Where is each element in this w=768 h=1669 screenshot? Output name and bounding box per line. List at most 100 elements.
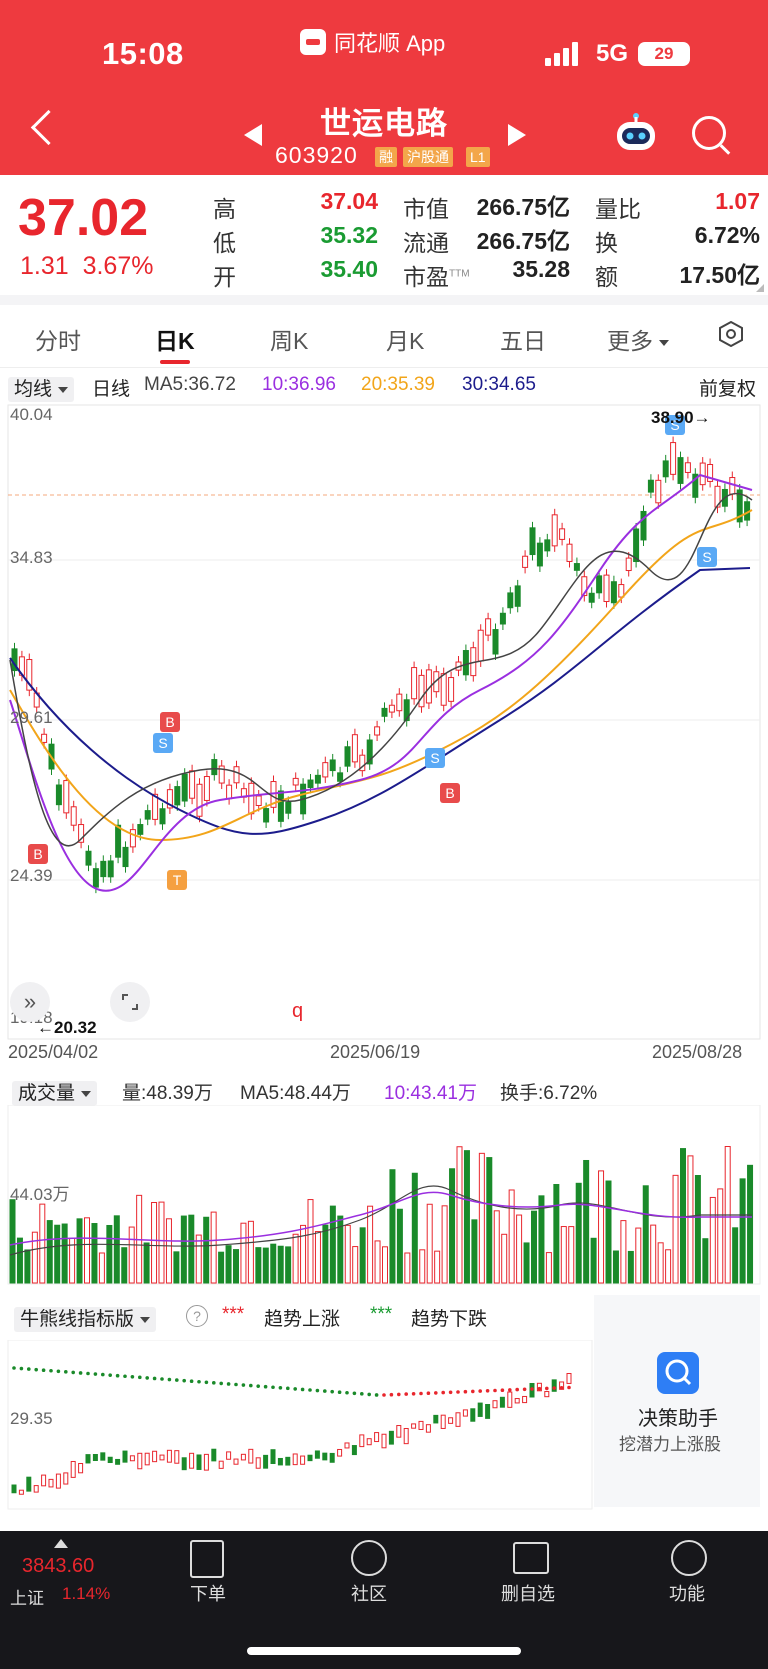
expand-corner-icon[interactable] <box>756 284 764 292</box>
decision-assistant-icon <box>657 1352 699 1394</box>
trend-dot <box>559 1386 564 1390</box>
prev-stock-icon[interactable] <box>244 124 262 146</box>
trend-dot <box>567 1385 571 1390</box>
nav-community[interactable]: 社区 <box>351 1584 387 1604</box>
fullscreen-icon[interactable] <box>110 982 150 1022</box>
signal-buy-1[interactable]: B <box>160 712 180 732</box>
candle <box>329 759 336 772</box>
candle <box>107 860 114 878</box>
volume-bar <box>46 1220 53 1284</box>
candle <box>344 746 351 767</box>
trend-dot <box>123 1374 127 1379</box>
signal-sell-2[interactable]: S <box>425 748 445 768</box>
volume-bar <box>277 1245 284 1284</box>
signal-t-1[interactable]: T <box>167 870 187 890</box>
robot-assistant-icon[interactable] <box>614 113 658 153</box>
volume-ma5: MA5:48.44万 <box>240 1083 351 1104</box>
tab-more[interactable]: 更多 <box>607 322 669 356</box>
trend-dot <box>448 1390 453 1395</box>
bull-bear-chart[interactable] <box>0 1340 600 1510</box>
order-icon[interactable] <box>190 1540 224 1578</box>
trend-dot <box>93 1372 98 1376</box>
volume-bar <box>262 1247 269 1284</box>
trend-dot <box>34 1367 38 1372</box>
indicator-candle <box>48 1478 54 1488</box>
volume-bar <box>516 1214 523 1284</box>
date-start: 2025/04/02 <box>8 1042 99 1062</box>
trend-dot <box>337 1390 342 1394</box>
candle <box>588 592 595 603</box>
period-label: 日线 <box>92 379 131 400</box>
chevron-down-icon <box>81 1090 92 1097</box>
trend-dot <box>189 1379 194 1383</box>
scroll-right-icon[interactable]: » <box>10 982 50 1022</box>
candle <box>603 574 610 603</box>
indicator-candle <box>233 1458 239 1465</box>
volume-bar <box>76 1218 83 1284</box>
search-icon[interactable] <box>692 116 726 150</box>
trend-dot <box>426 1391 431 1395</box>
index-value[interactable]: 3843.60 <box>22 1555 95 1577</box>
candle <box>492 629 499 655</box>
volume-bar <box>165 1218 172 1284</box>
volume-bar <box>508 1189 515 1284</box>
trend-dot <box>145 1376 149 1380</box>
remove-watchlist-icon[interactable] <box>513 1542 549 1574</box>
nav-function[interactable]: 功能 <box>669 1584 705 1604</box>
indicator-candle <box>26 1476 32 1492</box>
volume-bar <box>523 1242 530 1284</box>
function-icon[interactable] <box>671 1540 707 1576</box>
indicator-candle <box>374 1432 380 1443</box>
tab-intraday[interactable]: 分时 <box>35 328 81 354</box>
volume-bar <box>255 1247 262 1284</box>
indicator-selector[interactable]: 牛熊线指标版 <box>14 1304 157 1332</box>
decision-assistant-panel[interactable] <box>594 1295 760 1507</box>
tab-weekly-k[interactable]: 周K <box>270 328 309 354</box>
signal-buy-3[interactable]: B <box>28 844 48 864</box>
trend-dot <box>367 1392 372 1397</box>
trend-dot <box>552 1386 556 1390</box>
volume-bar <box>687 1155 694 1284</box>
indicator-candle <box>18 1489 24 1495</box>
volume-bar <box>434 1250 441 1284</box>
tab-daily-k[interactable]: 日K <box>155 328 195 354</box>
trend-dot <box>485 1389 490 1393</box>
ma-selector-label: 均线 <box>14 379 53 400</box>
volume-bar <box>456 1146 463 1284</box>
trend-dot <box>463 1389 468 1394</box>
settings-icon[interactable] <box>718 321 744 347</box>
indicator-candle <box>314 1450 320 1459</box>
candle <box>684 462 691 473</box>
nav-order[interactable]: 下单 <box>190 1584 226 1604</box>
open-value: 35.40 <box>320 256 378 282</box>
kline-chart[interactable] <box>0 400 768 1040</box>
candle <box>670 442 677 475</box>
nav-remove-watchlist[interactable]: 删自选 <box>501 1584 555 1604</box>
volume-chart[interactable] <box>0 1105 768 1285</box>
indicator-candle <box>499 1396 505 1408</box>
volratio-value: 1.07 <box>715 188 760 214</box>
ma-selector[interactable]: 均线 <box>8 374 75 402</box>
volume-bar <box>9 1199 16 1284</box>
indicator-selector-label: 牛熊线指标版 <box>20 1309 135 1330</box>
trend-dot <box>64 1370 68 1374</box>
tab-five-day[interactable]: 五日 <box>500 328 546 354</box>
help-icon[interactable]: ? <box>186 1305 208 1327</box>
signal-sell-1[interactable]: S <box>153 733 173 753</box>
candle <box>448 677 455 702</box>
community-icon[interactable] <box>351 1540 387 1576</box>
indicator-candle <box>270 1449 276 1465</box>
candle <box>174 786 181 806</box>
tab-monthly-k[interactable]: 月K <box>386 328 425 354</box>
app-name: 同花顺 App <box>334 31 446 56</box>
indicator-candle <box>107 1456 113 1464</box>
candle <box>218 765 225 784</box>
signal-buy-2[interactable]: B <box>440 783 460 803</box>
volume-selector[interactable]: 成交量 <box>12 1078 98 1106</box>
signal-sell-4[interactable]: S <box>697 547 717 567</box>
trend-dot <box>19 1366 24 1371</box>
next-stock-icon[interactable] <box>508 124 526 146</box>
candle <box>337 772 344 782</box>
adjust-mode[interactable]: 前复权 <box>699 379 757 400</box>
signal-sell-3[interactable]: S <box>665 415 685 435</box>
